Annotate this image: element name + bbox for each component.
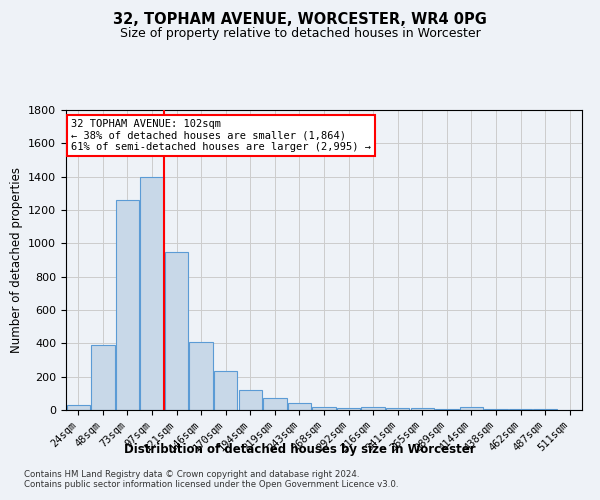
Y-axis label: Number of detached properties: Number of detached properties	[10, 167, 23, 353]
Bar	[116, 200, 139, 410]
Bar	[484, 409, 508, 410]
Bar	[214, 371, 238, 410]
Bar	[410, 408, 434, 410]
Bar	[239, 390, 262, 410]
Bar	[288, 402, 311, 410]
Text: Contains public sector information licensed under the Open Government Licence v3: Contains public sector information licen…	[24, 480, 398, 489]
Text: 32, TOPHAM AVENUE, WORCESTER, WR4 0PG: 32, TOPHAM AVENUE, WORCESTER, WR4 0PG	[113, 12, 487, 28]
Bar	[509, 409, 532, 410]
Bar	[533, 409, 557, 410]
Bar	[67, 405, 90, 410]
Text: Contains HM Land Registry data © Crown copyright and database right 2024.: Contains HM Land Registry data © Crown c…	[24, 470, 359, 479]
Bar	[337, 408, 360, 410]
Bar	[140, 176, 164, 410]
Bar	[165, 252, 188, 410]
Text: 32 TOPHAM AVENUE: 102sqm
← 38% of detached houses are smaller (1,864)
61% of sem: 32 TOPHAM AVENUE: 102sqm ← 38% of detach…	[71, 119, 371, 152]
Bar	[361, 406, 385, 410]
Bar	[460, 406, 483, 410]
Text: Size of property relative to detached houses in Worcester: Size of property relative to detached ho…	[119, 28, 481, 40]
Bar	[313, 406, 335, 410]
Bar	[435, 409, 458, 410]
Bar	[386, 408, 409, 410]
Bar	[91, 345, 115, 410]
Text: Distribution of detached houses by size in Worcester: Distribution of detached houses by size …	[124, 442, 476, 456]
Bar	[190, 342, 213, 410]
Bar	[263, 398, 287, 410]
